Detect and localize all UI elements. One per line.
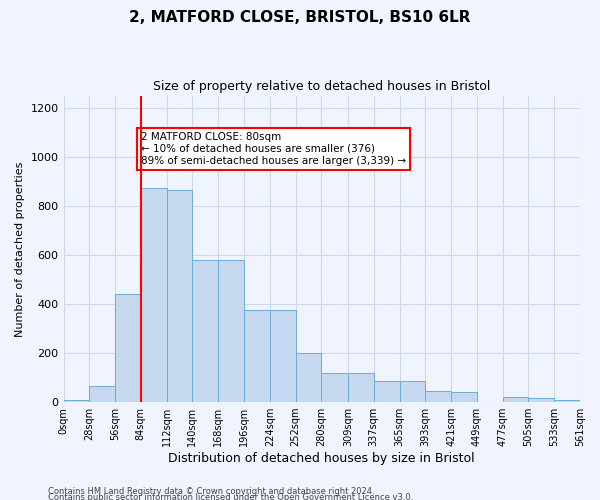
- Text: Contains public sector information licensed under the Open Government Licence v3: Contains public sector information licen…: [48, 492, 413, 500]
- Title: Size of property relative to detached houses in Bristol: Size of property relative to detached ho…: [153, 80, 490, 93]
- Bar: [167, 190, 193, 402]
- Bar: [529, 398, 554, 402]
- Bar: [451, 392, 477, 402]
- Text: Contains HM Land Registry data © Crown copyright and database right 2024.: Contains HM Land Registry data © Crown c…: [48, 486, 374, 496]
- Bar: [244, 310, 270, 402]
- Bar: [400, 381, 425, 402]
- Bar: [115, 294, 141, 402]
- Bar: [296, 353, 322, 402]
- Bar: [425, 391, 451, 402]
- Bar: [374, 381, 400, 402]
- Bar: [554, 400, 580, 402]
- Bar: [193, 260, 218, 402]
- Bar: [270, 310, 296, 402]
- Bar: [64, 400, 89, 402]
- Bar: [89, 386, 115, 402]
- X-axis label: Distribution of detached houses by size in Bristol: Distribution of detached houses by size …: [169, 452, 475, 465]
- Bar: [322, 372, 348, 402]
- Bar: [348, 372, 374, 402]
- Bar: [141, 188, 167, 402]
- Bar: [218, 260, 244, 402]
- Text: 2, MATFORD CLOSE, BRISTOL, BS10 6LR: 2, MATFORD CLOSE, BRISTOL, BS10 6LR: [129, 10, 471, 25]
- Text: 2 MATFORD CLOSE: 80sqm
← 10% of detached houses are smaller (376)
89% of semi-de: 2 MATFORD CLOSE: 80sqm ← 10% of detached…: [141, 132, 406, 166]
- Bar: [503, 397, 529, 402]
- Y-axis label: Number of detached properties: Number of detached properties: [15, 161, 25, 336]
